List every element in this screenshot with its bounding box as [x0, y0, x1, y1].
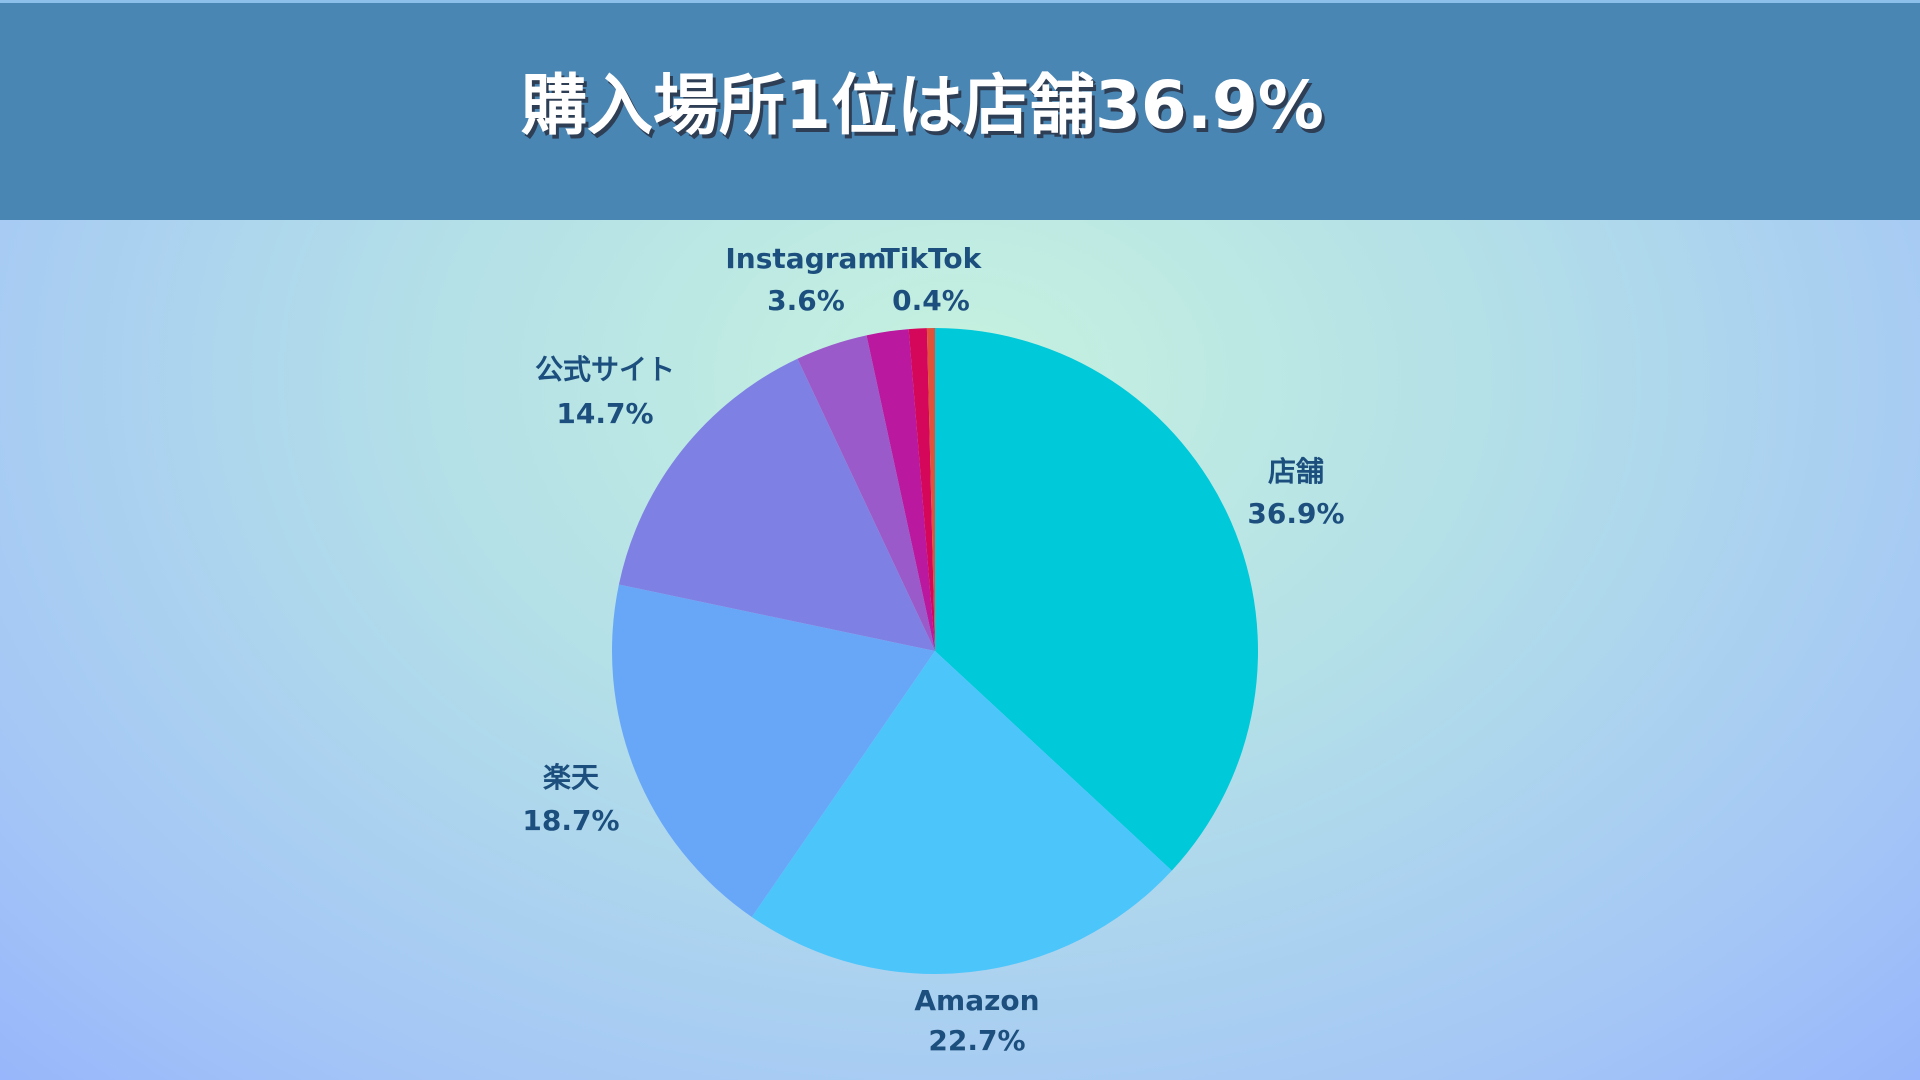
pie-slice [618, 358, 935, 651]
slice-label: TikTok [881, 242, 983, 275]
value-label: 3.6% [767, 284, 845, 317]
value-label: 0.4% [892, 284, 970, 317]
slice-label: 店舗 [1268, 455, 1324, 488]
value-label: 18.7% [522, 804, 619, 837]
slice-label: Instagram [725, 242, 886, 275]
value-label: 36.9% [1247, 497, 1344, 530]
pie-slice [797, 335, 935, 651]
pie-slice [612, 584, 935, 918]
pie-slice [751, 651, 1172, 974]
pie-slice [866, 329, 935, 651]
value-label: 22.7% [928, 1024, 1025, 1057]
pie-slice [935, 328, 1258, 871]
chart-title: 購入場所1位は店舗36.9% [521, 67, 1324, 144]
header: 購入場所1位は店舗36.9% [0, 0, 1920, 220]
pie-slice [908, 328, 935, 651]
value-label: 14.7% [556, 397, 653, 430]
slice-label: 楽天 [543, 761, 599, 794]
slice-label: 公式サイト [535, 353, 675, 386]
slice-label: Amazon [914, 984, 1039, 1017]
pie-slice [926, 328, 935, 651]
